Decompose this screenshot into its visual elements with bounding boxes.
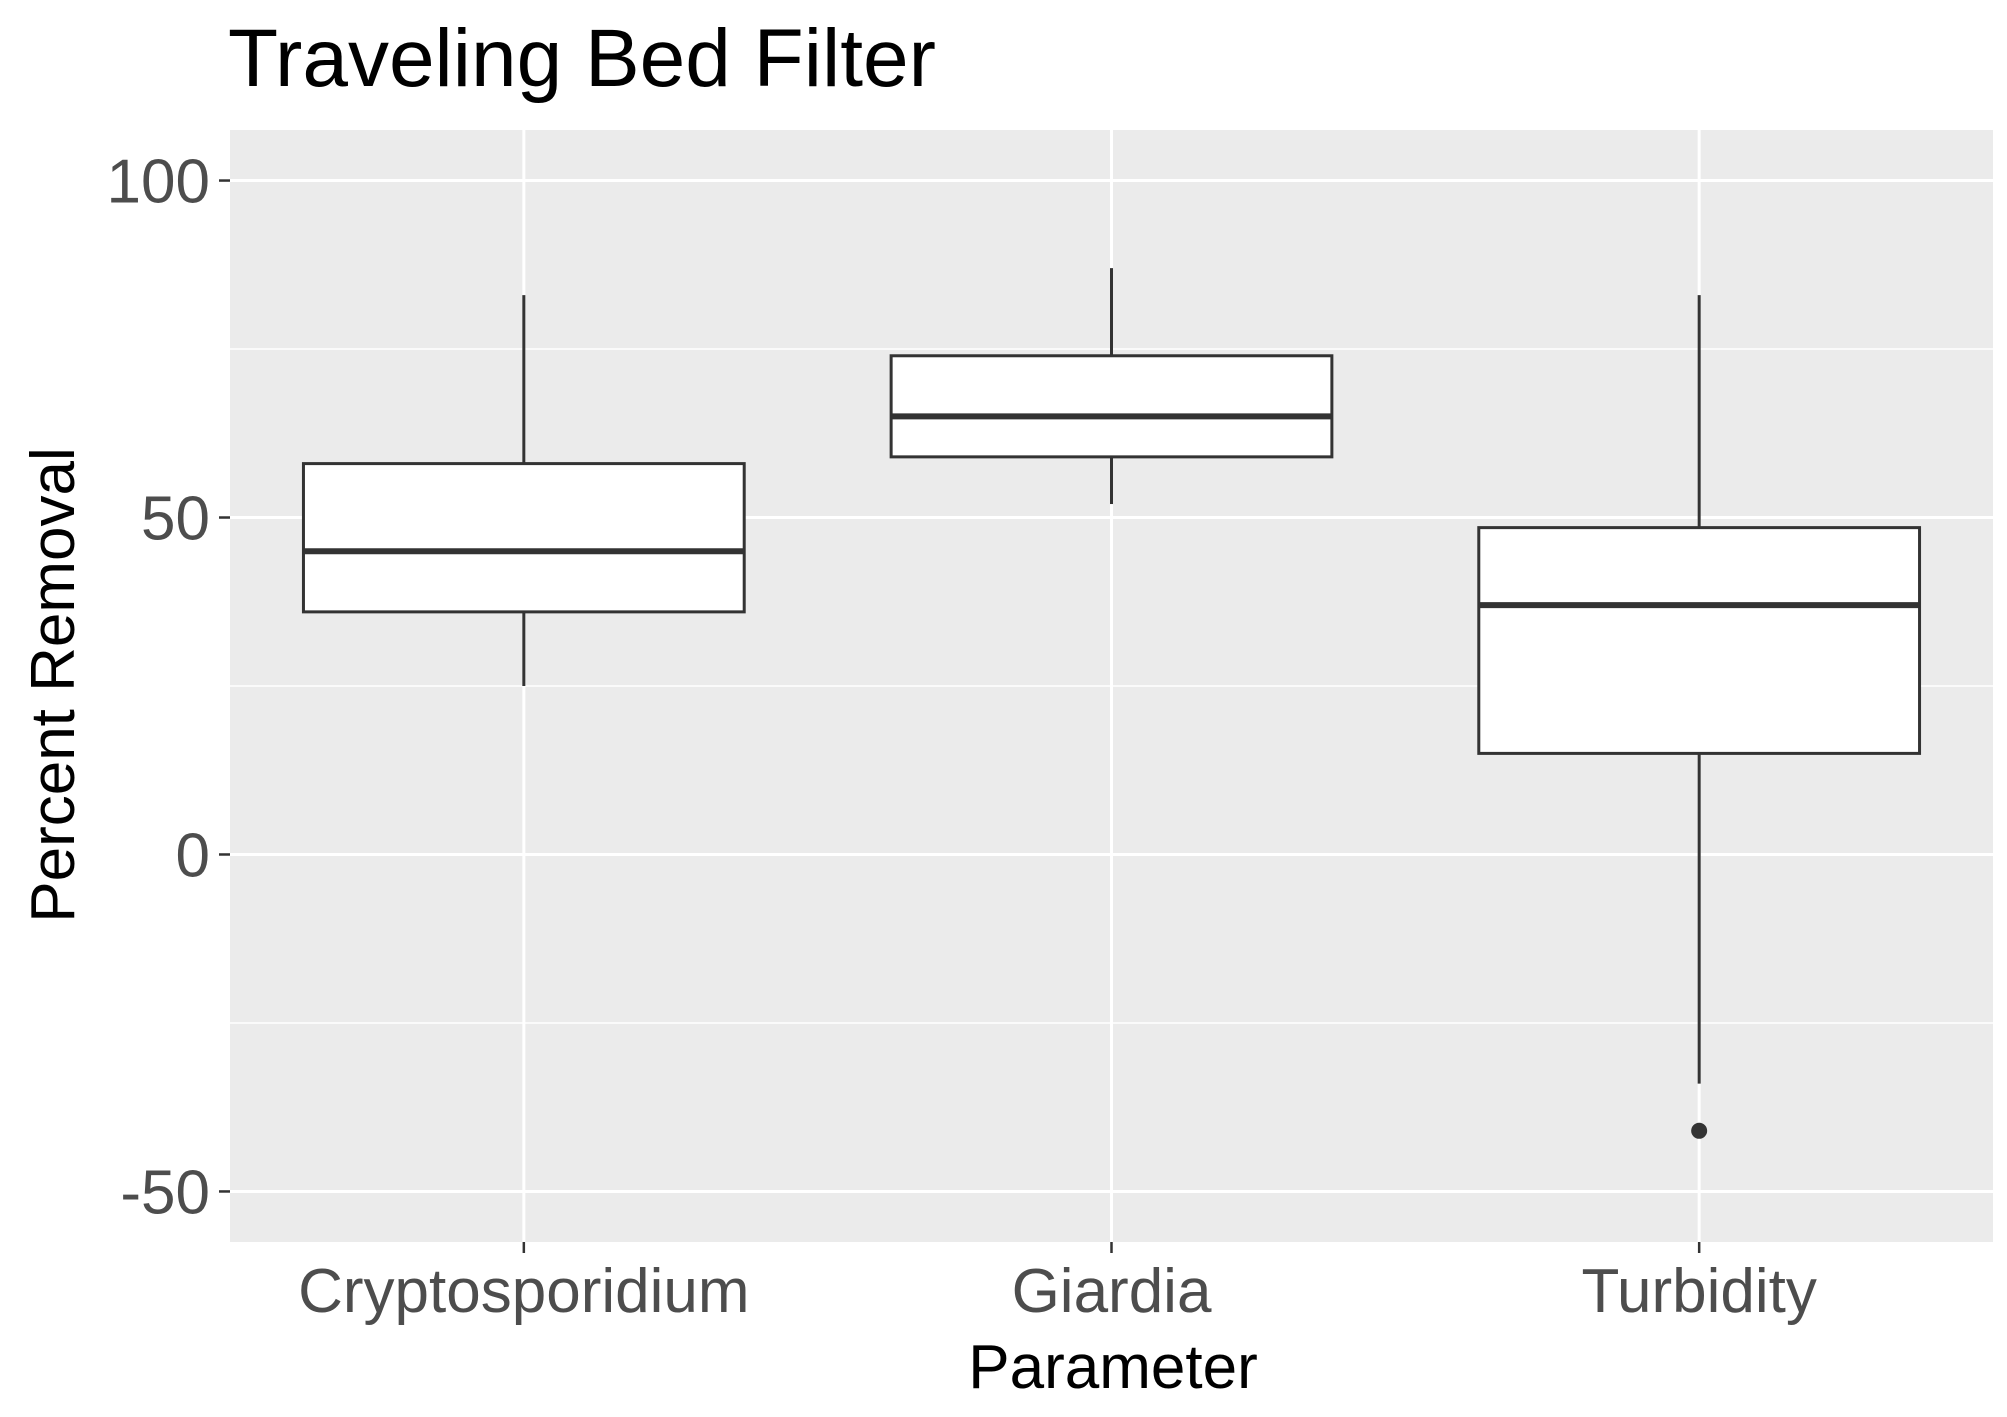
box-group-turbidity bbox=[1477, 295, 1922, 1139]
y-tick-label: 50 bbox=[141, 485, 210, 554]
box-group-cryptosporidium bbox=[301, 295, 746, 686]
iqr-box bbox=[889, 354, 1334, 459]
x-axis-label: Parameter bbox=[968, 1333, 1257, 1402]
y-tick-label: 0 bbox=[176, 821, 210, 890]
x-tick-label: Cryptosporidium bbox=[298, 1257, 749, 1326]
box-group-giardia bbox=[889, 268, 1334, 505]
box-series bbox=[301, 268, 1922, 1139]
outlier-point bbox=[1691, 1122, 1708, 1139]
x-tick-label: Giardia bbox=[1012, 1257, 1212, 1326]
y-tick-label: 100 bbox=[107, 148, 210, 217]
iqr-box bbox=[1477, 526, 1922, 755]
chart-title: Traveling Bed Filter bbox=[228, 13, 936, 104]
x-axis: Cryptosporidium Giardia Turbidity bbox=[298, 1242, 1817, 1326]
x-tick-label: Turbidity bbox=[1581, 1257, 1816, 1326]
iqr-box bbox=[301, 462, 746, 614]
y-tick-label: -50 bbox=[120, 1158, 210, 1227]
y-axis-label: Percent Removal bbox=[19, 447, 88, 923]
y-axis: -50 0 50 100 bbox=[107, 148, 230, 1227]
